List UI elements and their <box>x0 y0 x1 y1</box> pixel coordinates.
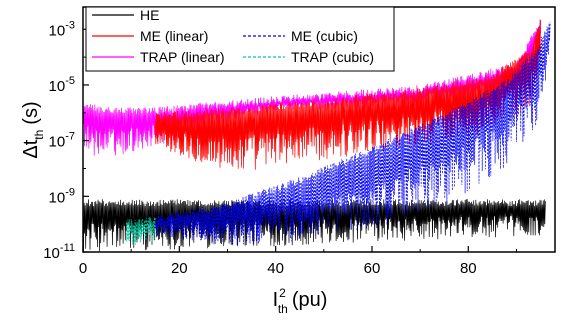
series-line <box>125 216 156 245</box>
y-axis-title-sub: th <box>32 130 46 140</box>
x-axis-title: I2 th (pu) <box>273 286 328 316</box>
series-me-cubic <box>154 21 551 246</box>
x-axis-title-sup: 2 <box>279 286 286 300</box>
y-tick-exp: -7 <box>65 131 75 143</box>
x-axis: 0 20 40 60 80 <box>79 246 517 277</box>
y-tick-base: 10 <box>49 189 66 206</box>
y-tick-label: 10-3 <box>49 19 75 39</box>
y-tick-exp: -9 <box>65 186 75 198</box>
x-tick-label: 40 <box>267 260 284 277</box>
x-tick-label: 20 <box>171 260 188 277</box>
y-tick-base: 10 <box>49 22 66 39</box>
series-line <box>83 199 546 252</box>
series-line <box>154 21 551 246</box>
legend-box <box>85 6 395 72</box>
y-tick-base: 10 <box>49 78 66 95</box>
x-axis-title-unit: (pu) <box>292 289 328 311</box>
y-tick-exp: -11 <box>60 242 75 254</box>
legend-label: HE <box>140 7 159 23</box>
legend-label: TRAP (cubic) <box>291 49 374 65</box>
y-tick-label: 10-7 <box>49 131 75 151</box>
series-line <box>154 19 541 170</box>
y-axis-title-main: Δt <box>20 139 42 158</box>
y-axis-title: Δtth (s) <box>20 101 46 158</box>
series-layer <box>83 19 551 252</box>
y-tick-label: 10-9 <box>49 186 75 206</box>
x-tick-label: 60 <box>364 260 381 277</box>
y-tick-label: 10-5 <box>49 75 75 95</box>
x-axis-title-sub: th <box>278 302 288 316</box>
x-tick-label: 80 <box>460 260 477 277</box>
legend-label: ME (linear) <box>140 28 208 44</box>
y-tick-exp: -5 <box>65 75 75 87</box>
series-he <box>83 199 546 252</box>
legend-label: TRAP (linear) <box>140 49 225 65</box>
y-axis-title-unit: (s) <box>20 101 42 124</box>
y-tick-base: 10 <box>43 245 60 262</box>
series-me-linear <box>154 19 541 170</box>
series-trap-cubic <box>125 216 156 245</box>
y-tick-exp: -3 <box>65 19 75 31</box>
y-tick-base: 10 <box>49 134 66 151</box>
y-tick-label: 10-11 <box>43 242 75 262</box>
x-axis-title-main: I <box>273 289 279 311</box>
x-tick-label: 0 <box>79 260 87 277</box>
legend: HE ME (linear) ME (cubic) TRAP (linear) TRAP… <box>85 6 395 72</box>
legend-label: ME (cubic) <box>291 28 358 44</box>
